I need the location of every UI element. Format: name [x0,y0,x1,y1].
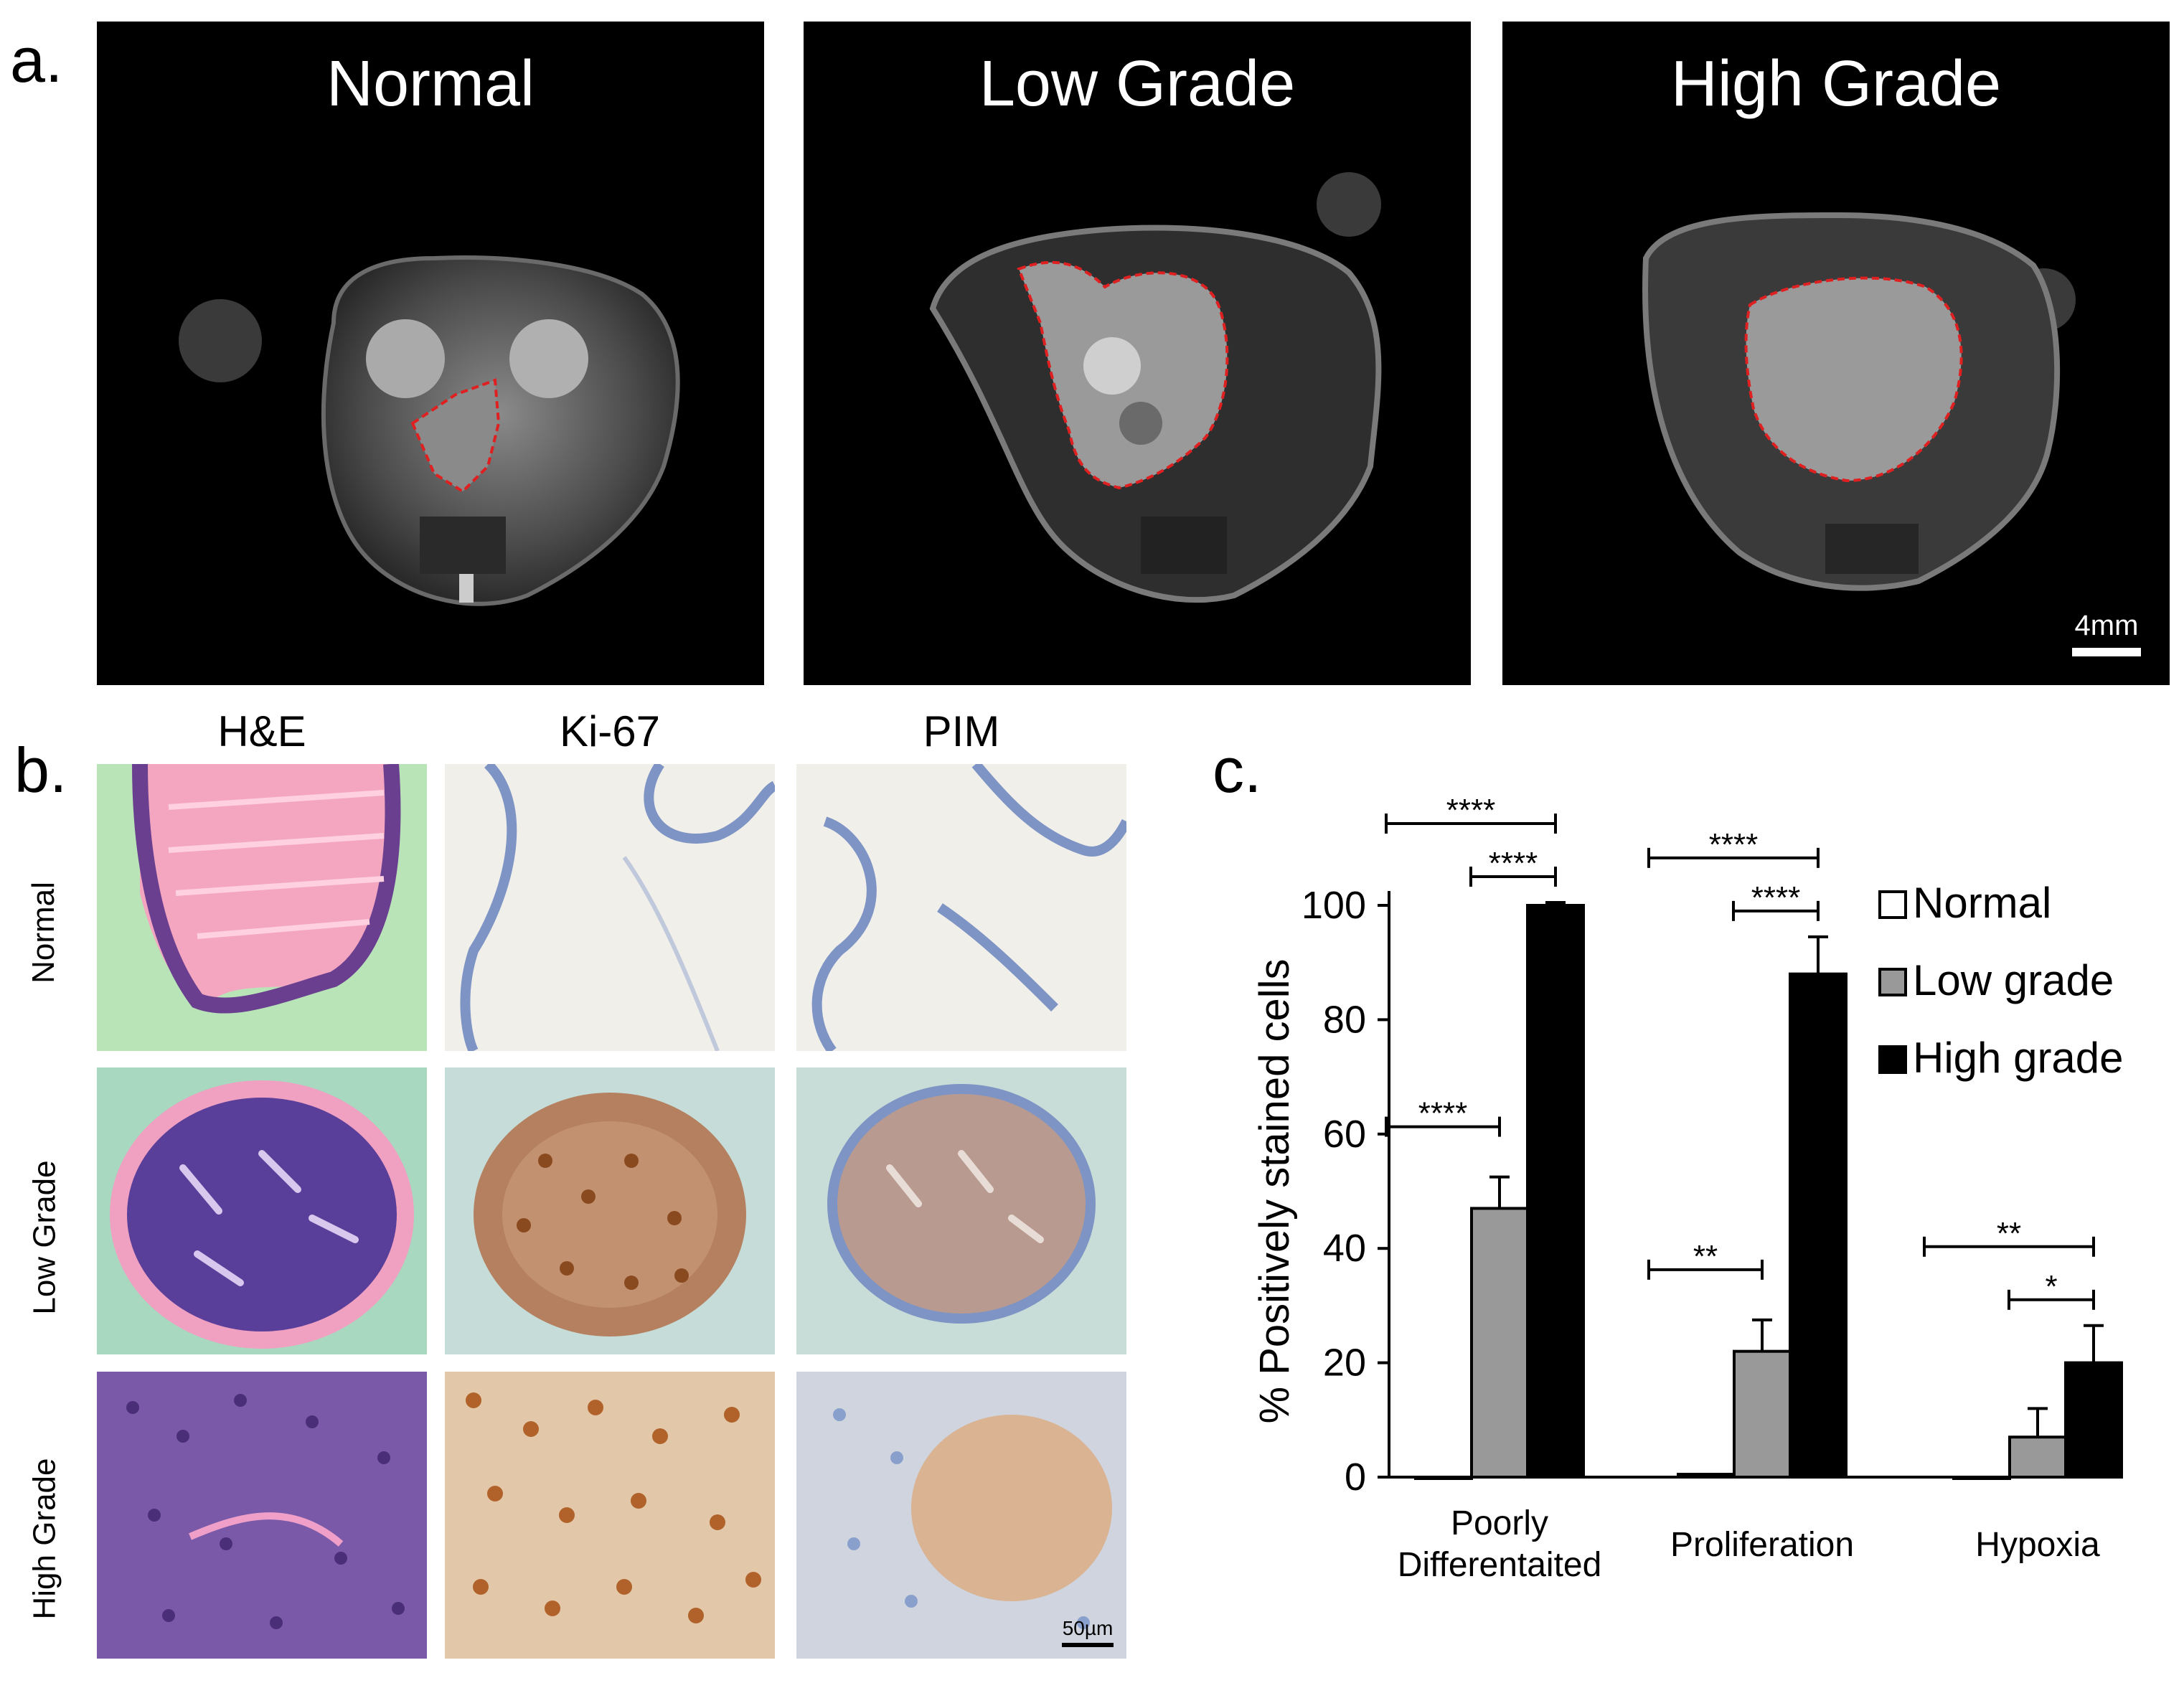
significance-label: **** [1489,846,1538,881]
scale-bar-50um-label: 50µm [1062,1617,1114,1639]
bar-low-grade [2008,1436,2067,1479]
legend-swatch-normal [1878,890,1907,919]
row-label-low-grade: Low Grade [27,1160,62,1315]
significance-label: * [2045,1269,2057,1304]
histology-he-high-grade [97,1372,427,1659]
mri-title-high-grade: High Grade [1670,48,2002,120]
panel-b-letter: b. [14,735,67,806]
row-label-normal: Normal [25,882,61,984]
bar-normal [1414,1476,1473,1480]
legend-swatch-low-grade [1878,968,1907,996]
mri-image-normal: Normal [97,22,764,685]
y-tick-label: 0 [1345,1456,1366,1499]
significance-label: **** [1751,880,1801,915]
bar-high-grade [1526,904,1585,1479]
panel-c-letter: c. [1213,735,1262,806]
bar-normal [1952,1476,2011,1480]
bar-chart: 0 20 40 60 80 100% Positively stained cells Po… [1251,793,2124,1584]
column-header-he: H&E [217,707,306,755]
x-category-label: Differentaited [1398,1546,1602,1584]
legend-swatch-high-grade [1878,1045,1907,1074]
legend-label: Normal [1913,879,2051,927]
histology-he-low-grade [97,1067,427,1354]
column-header-pim: PIM [923,707,1000,755]
y-tick-label: 60 [1323,1113,1366,1156]
significance-label: **** [1446,793,1496,828]
mri-title-low-grade: Low Grade [979,48,1296,120]
significance-label: ** [1693,1239,1718,1274]
scale-bar-4mm: 4mm [2072,610,2141,656]
bar-low-grade [1470,1207,1529,1479]
y-axis-label: % Positively stained cells [1251,959,1298,1424]
bar-normal [1677,1473,1736,1479]
x-category-label: Hypoxia [1975,1526,2100,1564]
y-tick-label: 40 [1323,1227,1366,1270]
mri-image-high-grade: High Grade 4mm [1502,22,2170,685]
scale-bar-50um: 50µm [1062,1617,1114,1647]
bar-low-grade [1733,1349,1792,1479]
mri-image-low-grade: Low Grade [804,22,1471,685]
histology-pim-high-grade: 50µm [796,1372,1126,1659]
histology-ki67-normal [445,764,775,1051]
histology-pim-normal [796,764,1126,1051]
legend-label: High grade [1913,1034,2124,1082]
significance-label: ** [1997,1216,2021,1251]
histology-ki67-high-grade [445,1372,775,1659]
scale-bar-4mm-label: 4mm [2074,610,2139,641]
y-tick-label: 80 [1323,998,1366,1041]
y-tick-label: 20 [1323,1342,1366,1385]
x-category-label: Proliferation [1670,1526,1854,1564]
significance-label: **** [1709,827,1759,862]
significance-label: **** [1418,1096,1468,1131]
column-header-ki67: Ki-67 [559,707,661,755]
scale-bar-4mm-line [2072,648,2141,656]
bar-high-grade [1789,972,1848,1479]
y-tick-label: 100 [1302,884,1366,927]
histology-ki67-low-grade [445,1067,775,1354]
histology-he-normal [97,764,427,1051]
scale-bar-50um-line [1062,1643,1114,1647]
panel-a-letter: a. [10,24,63,95]
legend-label: Low grade [1913,956,2114,1004]
mri-title-normal: Normal [326,48,535,120]
x-category-label: Poorly [1451,1504,1548,1542]
histology-pim-low-grade [796,1067,1126,1354]
bar-high-grade [2064,1361,2123,1479]
row-label-high-grade: High Grade [27,1458,62,1620]
